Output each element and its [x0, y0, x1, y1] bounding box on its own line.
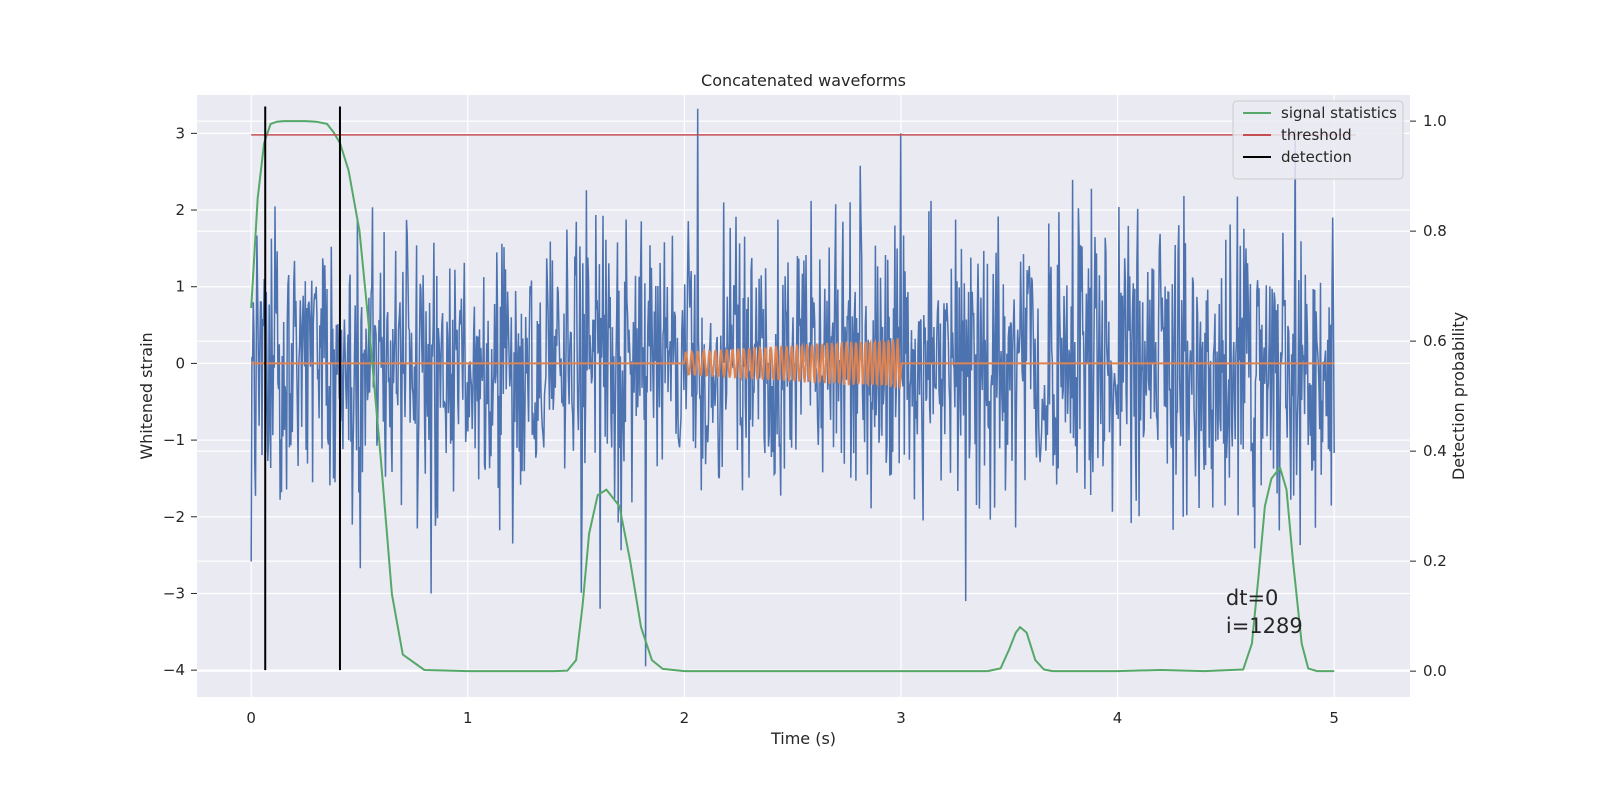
y2-tick-label: 0.4 [1423, 442, 1447, 460]
annotation-text: dt=0 [1226, 586, 1279, 610]
y-tick-label: 3 [175, 124, 185, 142]
x-tick-label: 5 [1329, 709, 1339, 727]
legend-label: detection [1281, 148, 1352, 166]
y2-tick-label: 0.6 [1423, 332, 1447, 350]
legend-box [1232, 100, 1404, 180]
y2-tick-label: 0.2 [1423, 552, 1447, 570]
y-tick-label: 1 [175, 278, 185, 296]
injected-signal-series [251, 338, 1335, 389]
x-tick-label: 0 [246, 709, 256, 727]
y-tick-label: −3 [163, 584, 185, 602]
x-tick-label: 2 [680, 709, 690, 727]
legend: signal statistics threshold detection [1232, 100, 1404, 180]
y-axis-ticks: −4 −3 −2 −1 0 1 2 3 [163, 124, 197, 679]
plot-area [197, 95, 1410, 697]
x-tick-label: 1 [463, 709, 473, 727]
annotation-text: i=1289 [1226, 614, 1303, 638]
y2-tick-label: 0.0 [1423, 662, 1447, 680]
series-layer [250, 106, 1356, 673]
x-axis-ticks: 0 1 2 3 4 5 [246, 709, 1339, 727]
y-tick-label: −1 [163, 431, 185, 449]
y-tick-label: 2 [175, 201, 185, 219]
y-tick-label: −2 [163, 508, 185, 526]
annotation: dt=0 i=1289 [1226, 586, 1303, 638]
y2-axis-label: Detection probability [1449, 312, 1468, 480]
chart-title: Concatenated waveforms [701, 71, 906, 90]
x-tick-label: 3 [896, 709, 906, 727]
signal-statistics-series [250, 120, 1335, 673]
strain-noise-series [250, 108, 1335, 667]
y2-tick-label: 1.0 [1423, 112, 1447, 130]
legend-label: threshold [1281, 126, 1352, 144]
y-tick-label: 0 [175, 354, 185, 372]
y2-axis-ticks: 0.0 0.2 0.4 0.6 0.8 1.0 [1410, 112, 1447, 680]
y-tick-label: −4 [163, 661, 185, 679]
x-axis-label: Time (s) [770, 729, 836, 748]
y-axis-label: Whitened strain [137, 332, 156, 459]
x-tick-label: 4 [1113, 709, 1123, 727]
y2-tick-label: 0.8 [1423, 222, 1447, 240]
legend-label: signal statistics [1281, 104, 1397, 122]
